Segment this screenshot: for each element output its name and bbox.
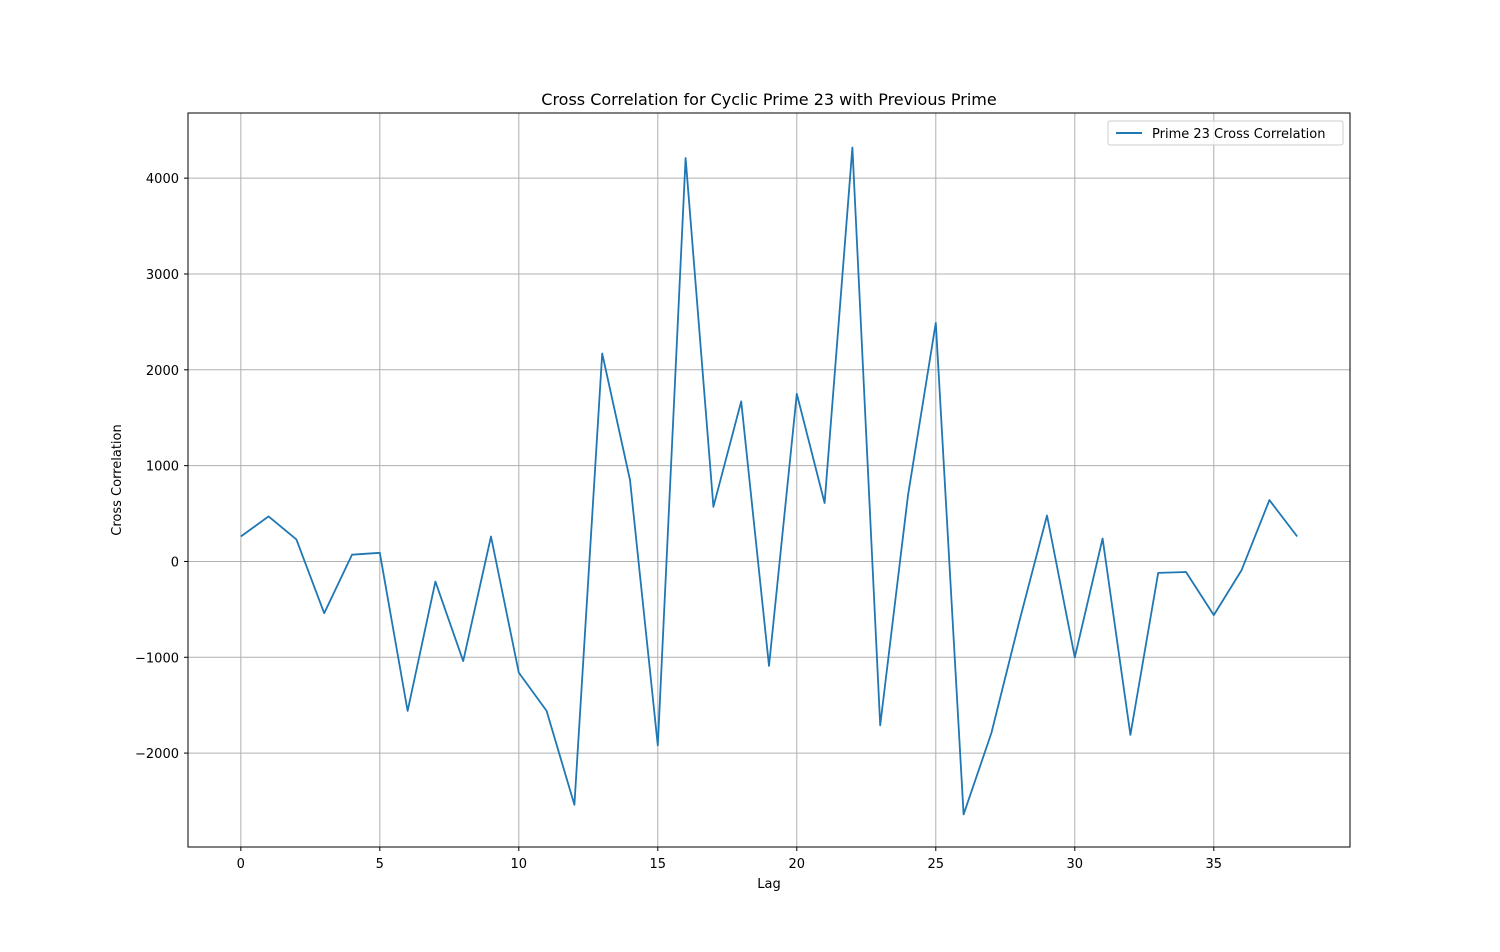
x-axis-ticks: 0 5 10 15 20 25 30 35 <box>237 847 1222 872</box>
x-tick-label: 5 <box>376 857 384 872</box>
legend-box <box>1107 120 1344 146</box>
y-axis-label: Cross Correlation <box>110 424 125 535</box>
y-tick-label: −2000 <box>135 747 179 762</box>
legend-label: Prime 23 Cross Correlation <box>1152 127 1326 142</box>
x-tick-label: 20 <box>789 857 806 872</box>
x-tick-label: 0 <box>237 857 245 872</box>
plot-area-frame <box>187 112 1351 848</box>
legend: Prime 23 Cross Correlation <box>1107 120 1344 146</box>
y-tick-label: −1000 <box>135 651 179 666</box>
chart-title: Cross Correlation for Cyclic Prime 23 wi… <box>541 90 996 109</box>
y-tick-label: 0 <box>171 555 179 570</box>
x-tick-label: 35 <box>1206 857 1223 872</box>
series-layer <box>240 146 1298 816</box>
y-axis-ticks: −2000 −1000 0 1000 2000 3000 4000 <box>135 172 188 762</box>
x-tick-label: 30 <box>1067 857 1084 872</box>
y-tick-label: 1000 <box>146 460 179 475</box>
y-tick-label: 3000 <box>146 268 179 283</box>
x-axis-label: Lag <box>757 877 780 892</box>
y-tick-label: 4000 <box>146 172 179 187</box>
x-tick-label: 15 <box>650 857 667 872</box>
x-tick-label: 25 <box>928 857 945 872</box>
series-line <box>240 146 1298 816</box>
y-tick-label: 2000 <box>146 364 179 379</box>
x-tick-label: 10 <box>511 857 528 872</box>
